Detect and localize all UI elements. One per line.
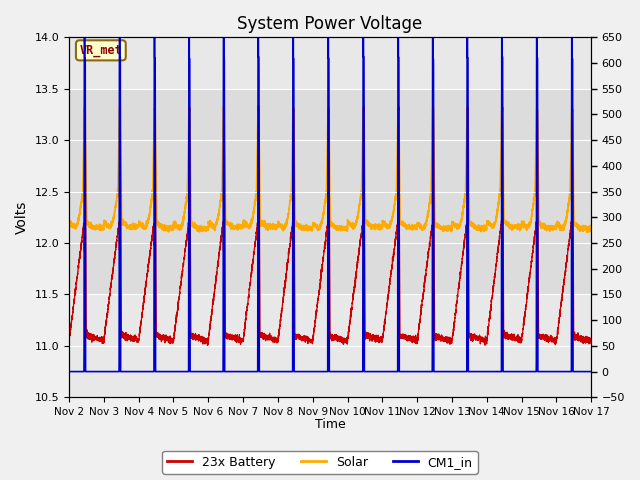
X-axis label: Time: Time [315, 419, 346, 432]
Text: VR_met: VR_met [79, 44, 122, 57]
Y-axis label: Volts: Volts [15, 201, 29, 234]
Bar [69, 89, 591, 294]
Legend: 23x Battery, Solar, CM1_in: 23x Battery, Solar, CM1_in [163, 451, 477, 474]
Title: System Power Voltage: System Power Voltage [237, 15, 423, 33]
